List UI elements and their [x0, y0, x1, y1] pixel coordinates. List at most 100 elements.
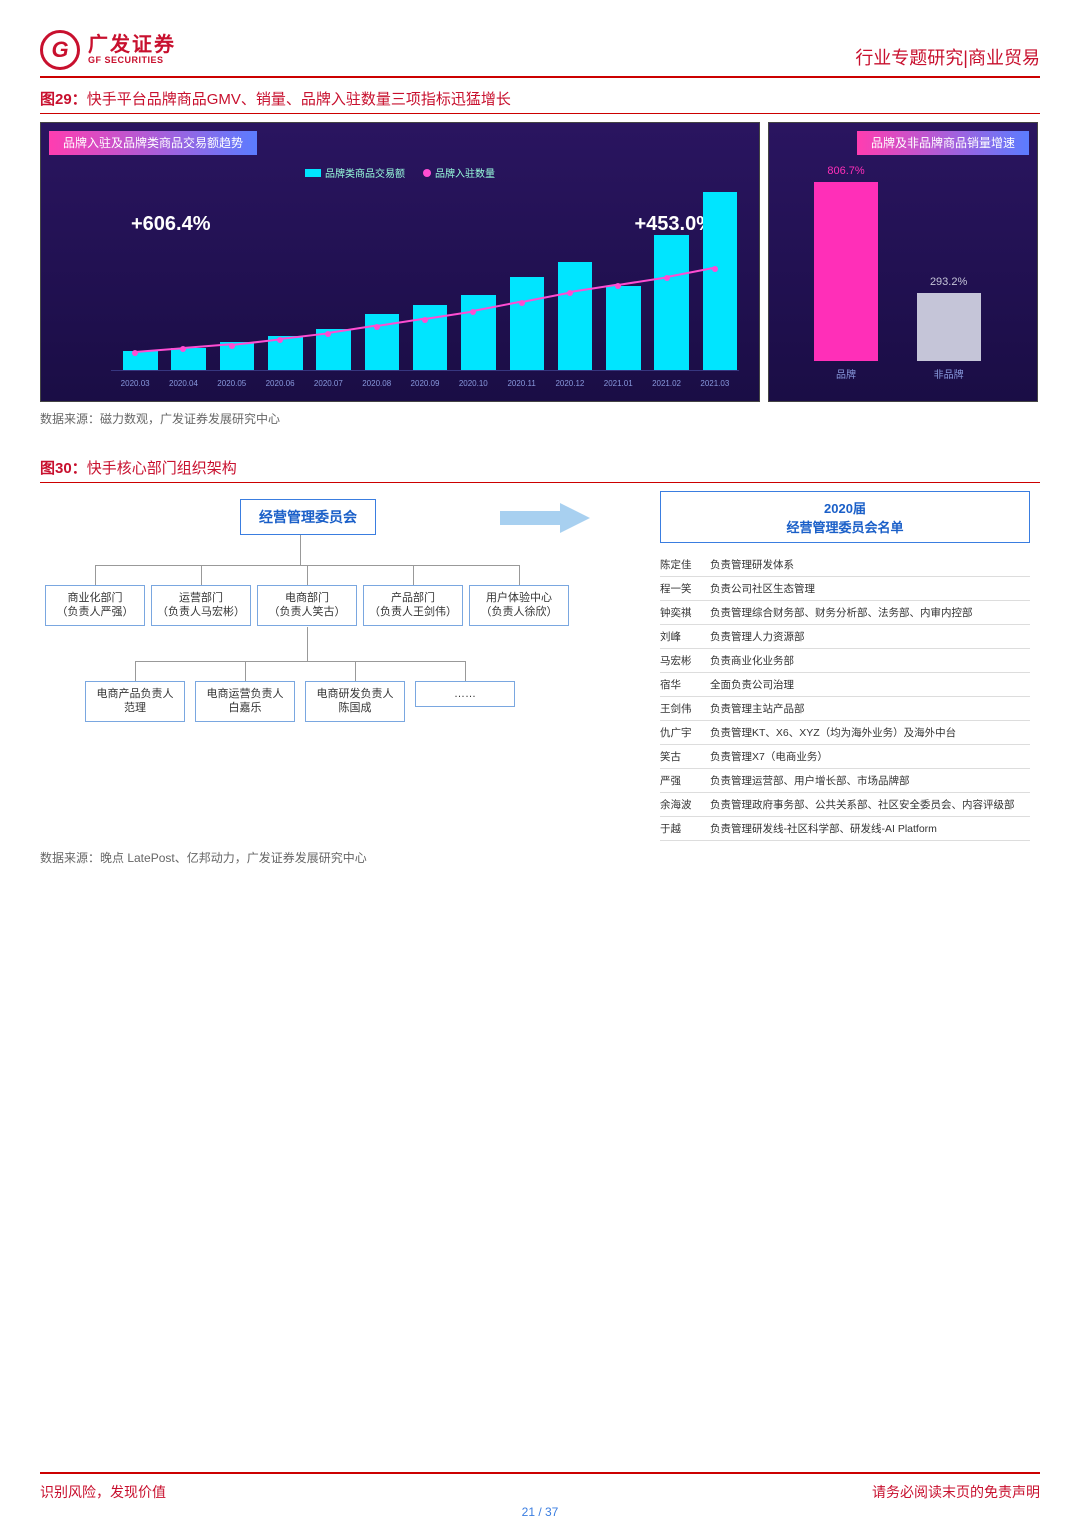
org-top-box: 经营管理委员会 [240, 499, 376, 535]
name-list-row: 余海波负责管理政府事务部、公共关系部、社区安全委员会、内容评级部 [660, 793, 1030, 817]
footer-left: 识别风险，发现价值 [40, 1482, 166, 1502]
person-desc: 负责管理研发线-社区科学部、研发线-AI Platform [710, 821, 1030, 836]
fig29-legend: 品牌类商品交易额 品牌入驻数量 [305, 165, 495, 180]
x-axis-label: 2020.09 [411, 379, 440, 388]
x-axis-label: 2021.02 [652, 379, 681, 388]
x-axis-label: 2020.05 [217, 379, 246, 388]
logo: G 广发证券 GF SECURITIES [40, 30, 176, 70]
fig29-left-title: 品牌入驻及品牌类商品交易额趋势 [49, 131, 257, 155]
right-x-label: 非品牌 [934, 366, 964, 381]
connector [519, 565, 520, 585]
name-list-year: 2020届 [824, 501, 866, 516]
right-bar-value: 293.2% [930, 276, 967, 288]
person-name: 笑古 [660, 749, 710, 764]
person-name: 陈定佳 [660, 557, 710, 572]
name-list-row: 笑古负责管理X7（电商业务） [660, 745, 1030, 769]
header-category: 行业专题研究|商业贸易 [855, 44, 1040, 70]
org-sub-box: 电商运营负责人白嘉乐 [195, 681, 295, 722]
connector [201, 565, 202, 585]
connector [135, 661, 465, 662]
legend-bar-label: 品牌类商品交易额 [325, 165, 405, 180]
connector [307, 627, 308, 661]
name-list-subtitle: 经营管理委员会名单 [786, 520, 903, 535]
name-list-row: 陈定佳负责管理研发体系 [660, 553, 1030, 577]
footer-right: 请务必阅读末页的免责声明 [872, 1482, 1040, 1502]
person-name: 严强 [660, 773, 710, 788]
fig29-charts: 品牌入驻及品牌类商品交易额趋势 品牌类商品交易额 品牌入驻数量 +606.4% … [40, 122, 1040, 402]
person-desc: 负责公司社区生态管理 [710, 581, 1030, 596]
chart-bar [123, 351, 158, 370]
fig30-label: 图30： [40, 460, 87, 477]
fig29-label: 图29： [40, 91, 87, 108]
fig30-title-text: 快手核心部门组织架构 [87, 460, 237, 477]
name-list-title: 2020届 经营管理委员会名单 [660, 491, 1030, 543]
person-name: 仇广宇 [660, 725, 710, 740]
x-axis-label: 2020.10 [459, 379, 488, 388]
logo-icon: G [40, 30, 80, 70]
fig29-right-chart: 品牌及非品牌商品销量增速 806.7%品牌293.2%非品牌 [768, 122, 1038, 402]
fig29-source: 数据来源：磁力数观，广发证券发展研究中心 [40, 410, 1040, 427]
org-dept-box: 运营部门（负责人马宏彬） [151, 585, 251, 626]
fig30-title: 图30：快手核心部门组织架构 [40, 457, 1040, 483]
person-name: 程一笑 [660, 581, 710, 596]
name-list-row: 程一笑负责公司社区生态管理 [660, 577, 1030, 601]
name-list-row: 仇广宇负责管理KT、X6、XYZ（均为海外业务）及海外中台 [660, 721, 1030, 745]
org-sub-box: …… [415, 681, 515, 707]
right-x-label: 品牌 [836, 366, 856, 381]
chart-bar [510, 277, 545, 371]
x-axis-label: 2021.03 [700, 379, 729, 388]
page-header: G 广发证券 GF SECURITIES 行业专题研究|商业贸易 [40, 30, 1040, 78]
right-chart-bar [917, 293, 981, 361]
page-footer: 识别风险，发现价值 请务必阅读末页的免责声明 [40, 1472, 1040, 1502]
name-list-row: 刘峰负责管理人力资源部 [660, 625, 1030, 649]
fig29-left-chart: 品牌入驻及品牌类商品交易额趋势 品牌类商品交易额 品牌入驻数量 +606.4% … [40, 122, 760, 402]
connector [135, 661, 136, 681]
line-point [712, 266, 718, 272]
fig30-source: 数据来源：晚点 LatePost、亿邦动力，广发证券发展研究中心 [40, 849, 1040, 866]
person-name: 钟奕祺 [660, 605, 710, 620]
person-desc: 负责管理运营部、用户增长部、市场品牌部 [710, 773, 1030, 788]
chart-bar [606, 286, 641, 370]
connector [355, 661, 356, 681]
x-axis-label: 2020.12 [555, 379, 584, 388]
name-list-row: 马宏彬负责商业化业务部 [660, 649, 1030, 673]
org-sub-box: 电商研发负责人陈国成 [305, 681, 405, 722]
org-dept-box: 商业化部门（负责人严强） [45, 585, 145, 626]
fig30-content: 经营管理委员会 商业化部门（负责人严强）运营部门（负责人马宏彬）电商部门（负责人… [40, 491, 1040, 841]
person-desc: 负责管理综合财务部、财务分析部、法务部、内审内控部 [710, 605, 1030, 620]
x-axis-label: 2020.11 [507, 379, 535, 388]
org-dept-box: 产品部门（负责人王剑伟） [363, 585, 463, 626]
person-name: 王剑伟 [660, 701, 710, 716]
person-desc: 负责商业化业务部 [710, 653, 1030, 668]
name-list-row: 王剑伟负责管理主站产品部 [660, 697, 1030, 721]
org-chart: 经营管理委员会 商业化部门（负责人严强）运营部门（负责人马宏彬）电商部门（负责人… [40, 491, 600, 791]
chart-bar [558, 262, 593, 370]
x-axis-label: 2020.07 [314, 379, 343, 388]
logo-en: GF SECURITIES [88, 56, 176, 66]
x-axis-label: 2020.04 [169, 379, 198, 388]
x-axis-label: 2020.08 [362, 379, 391, 388]
org-dept-box: 电商部门（负责人笑古） [257, 585, 357, 626]
person-name: 于越 [660, 821, 710, 836]
connector [95, 565, 96, 585]
legend-line-label: 品牌入驻数量 [435, 165, 495, 180]
person-desc: 负责管理研发体系 [710, 557, 1030, 572]
fig29-title: 图29：快手平台品牌商品GMV、销量、品牌入驻数量三项指标迅猛增长 [40, 88, 1040, 114]
org-name-list: 2020届 经营管理委员会名单 陈定佳负责管理研发体系程一笑负责公司社区生态管理… [600, 491, 1040, 841]
org-sub-box: 电商产品负责人范理 [85, 681, 185, 722]
x-axis-label: 2021.01 [604, 379, 633, 388]
name-list-row: 宿华全面负责公司治理 [660, 673, 1030, 697]
person-desc: 负责管理KT、X6、XYZ（均为海外业务）及海外中台 [710, 725, 1030, 740]
x-axis-label: 2020.03 [121, 379, 150, 388]
x-axis-label: 2020.06 [266, 379, 295, 388]
fig29-bars-area: 2020.032020.042020.052020.062020.072020.… [111, 183, 739, 371]
chart-bar [703, 192, 738, 370]
connector [307, 565, 308, 585]
chart-bar [654, 235, 689, 370]
chart-bar [220, 342, 255, 370]
person-desc: 负责管理政府事务部、公共关系部、社区安全委员会、内容评级部 [710, 797, 1030, 812]
arrow-right-icon [500, 503, 590, 536]
legend-bar-icon [305, 169, 321, 177]
right-chart-bar [814, 182, 878, 361]
connector [413, 565, 414, 585]
